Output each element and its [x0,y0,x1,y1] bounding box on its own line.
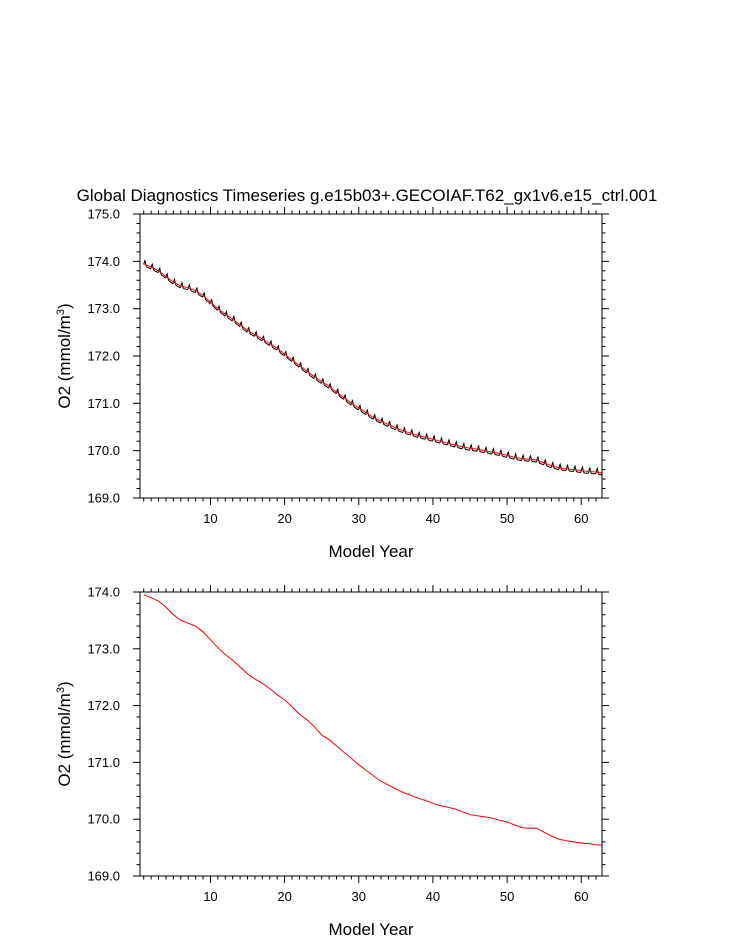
x-tick-label: 60 [574,511,588,526]
chart-title: Global Diagnostics Timeseries g.e15b03+.… [77,186,658,205]
y-axis-title: O2 (mmol/m3) [55,303,74,408]
y-tick-label: 172.0 [87,698,120,713]
bottom-panel: 10 20 30 40 50 60 169.0 170.0 171.0 172.0 173.0 174… [55,585,609,939]
series-line-monthly [143,259,603,476]
y-axis-title: O2 (mmol/m3) [55,681,74,786]
x-tick-label: 50 [500,889,514,904]
y-tick-label: 175.0 [87,207,120,222]
y-tick-label: 169.0 [87,869,120,884]
y-tick-label: 170.0 [87,443,120,458]
x-axis-title: Model Year [328,920,413,939]
y-tick-label: 173.0 [87,641,120,656]
y-tick-label: 173.0 [87,301,120,316]
x-tick-label: 40 [426,889,440,904]
x-tick-label: 10 [203,889,217,904]
x-tick-label: 10 [203,511,217,526]
y-tick-label: 174.0 [87,585,120,600]
series-line-annual [143,263,603,474]
x-tick-label: 30 [352,511,366,526]
y-tick-label: 171.0 [87,396,120,411]
y-tick-label: 172.0 [87,349,120,364]
y-tick-label: 169.0 [87,491,120,506]
x-tick-label: 20 [277,511,291,526]
y-tick-label: 174.0 [87,254,120,269]
plot-frame [139,213,603,499]
top-panel: 10 20 30 40 50 60 169.0 170.0 171.0 172.0 173.0 174… [55,207,609,561]
x-tick-label: 30 [352,889,366,904]
x-tick-label: 60 [574,889,588,904]
y-tick-label: 171.0 [87,755,120,770]
x-tick-label: 50 [500,511,514,526]
x-tick-label: 20 [277,889,291,904]
y-tick-label: 170.0 [87,812,120,827]
x-tick-label: 40 [426,511,440,526]
series-line-annual [143,594,603,846]
plot-frame [139,591,603,877]
x-axis-title: Model Year [328,542,413,561]
